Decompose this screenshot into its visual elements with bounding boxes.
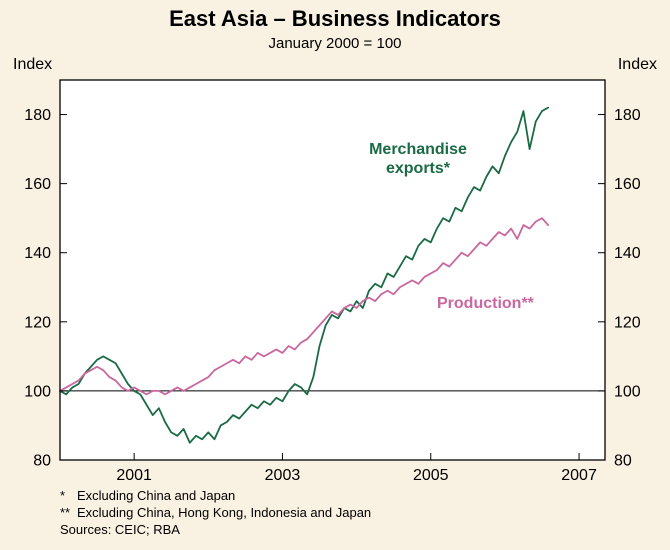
series-label-production: Production** — [437, 295, 534, 312]
footnote-2-text: Excluding China, Hong Kong, Indonesia an… — [77, 505, 372, 520]
chart-subtitle: January 2000 = 100 — [268, 35, 402, 52]
plot-background — [60, 80, 605, 460]
y-axis-label-right: Index — [617, 56, 657, 73]
x-tick-label: 2005 — [413, 467, 449, 484]
x-tick-label: 2001 — [116, 467, 152, 484]
footnote-1-marker: * — [60, 488, 66, 503]
y-tick-label-right: 160 — [614, 176, 641, 193]
y-tick-label-left: 140 — [24, 245, 51, 262]
plot-border — [59, 79, 606, 461]
series-label-merchandise-exports: Merchandise exports* — [369, 141, 467, 177]
footnotes: * Excluding China and Japan ** Excluding… — [60, 487, 620, 538]
y-tick-label-right: 120 — [614, 314, 641, 331]
y-tick-label-right: 140 — [614, 245, 641, 262]
footnote-1-text: Excluding China and Japan — [77, 488, 236, 503]
y-tick-label-right: 100 — [614, 383, 641, 400]
y-tick-label-left: 120 — [24, 314, 51, 331]
y-tick-label-right: 80 — [614, 453, 632, 470]
chart-title: East Asia – Business Indicators — [169, 6, 501, 31]
series-line-exports — [59, 106, 550, 444]
footnote-1: * Excluding China and Japan — [60, 487, 620, 504]
x-tick-label: 2003 — [265, 467, 301, 484]
footnote-2: ** Excluding China, Hong Kong, Indonesia… — [60, 504, 620, 521]
y-axis-label-left: Index — [13, 56, 53, 73]
y-tick-label-left: 100 — [24, 383, 51, 400]
y-tick-label-right: 180 — [614, 107, 641, 124]
y-tick-label-left: 80 — [33, 453, 51, 470]
series-line-production — [59, 217, 550, 396]
x-tick-label: 2007 — [561, 467, 597, 484]
y-tick-label-left: 160 — [24, 176, 51, 193]
sources-line: Sources: CEIC; RBA — [60, 522, 180, 537]
y-tick-label-left: 180 — [24, 107, 51, 124]
footnote-2-marker: ** — [60, 505, 71, 520]
